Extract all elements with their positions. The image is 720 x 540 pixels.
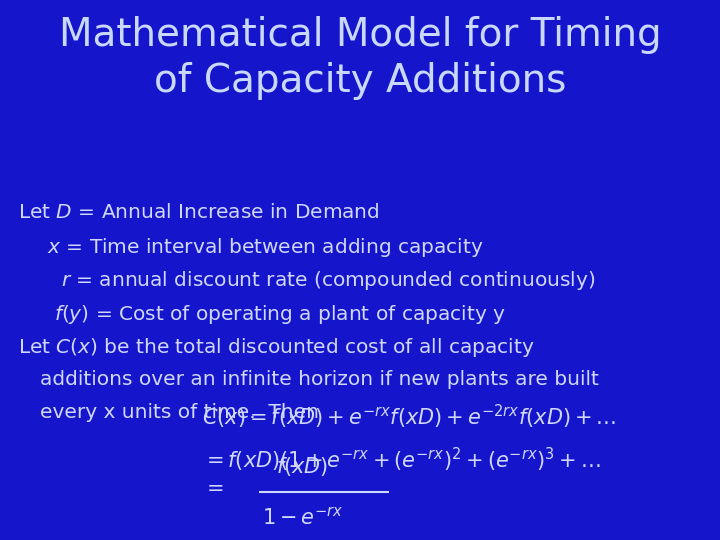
Text: $f(y)$ = Cost of operating a plant of capacity y: $f(y)$ = Cost of operating a plant of ca…: [54, 303, 505, 326]
Text: $=$: $=$: [202, 478, 223, 497]
Text: $1 - e^{-rx}$: $1 - e^{-rx}$: [261, 508, 343, 530]
Text: $= f(xD)(1 + e^{-rx} + (e^{-rx})^2 + (e^{-rx})^3 + \ldots$: $= f(xD)(1 + e^{-rx} + (e^{-rx})^2 + (e^…: [202, 446, 600, 474]
Text: $r$ = annual discount rate (compounded continuously): $r$ = annual discount rate (compounded c…: [61, 269, 595, 293]
Text: every x units of time.  Then: every x units of time. Then: [40, 403, 319, 422]
Text: $C(x) = f(xD) + e^{-rx}f(xD) + e^{-2rx}f(xD) + \ldots$: $C(x) = f(xD) + e^{-rx}f(xD) + e^{-2rx}f…: [202, 402, 616, 430]
Text: additions over an infinite horizon if new plants are built: additions over an infinite horizon if ne…: [40, 370, 598, 389]
Text: $f(xD)$: $f(xD)$: [276, 455, 328, 478]
Text: $x$ = Time interval between adding capacity: $x$ = Time interval between adding capac…: [47, 236, 484, 259]
Text: Let $C(x)$ be the total discounted cost of all capacity: Let $C(x)$ be the total discounted cost …: [18, 336, 535, 360]
Text: Let $D$ = Annual Increase in Demand: Let $D$ = Annual Increase in Demand: [18, 202, 379, 221]
Text: Mathematical Model for Timing
of Capacity Additions: Mathematical Model for Timing of Capacit…: [59, 16, 661, 100]
